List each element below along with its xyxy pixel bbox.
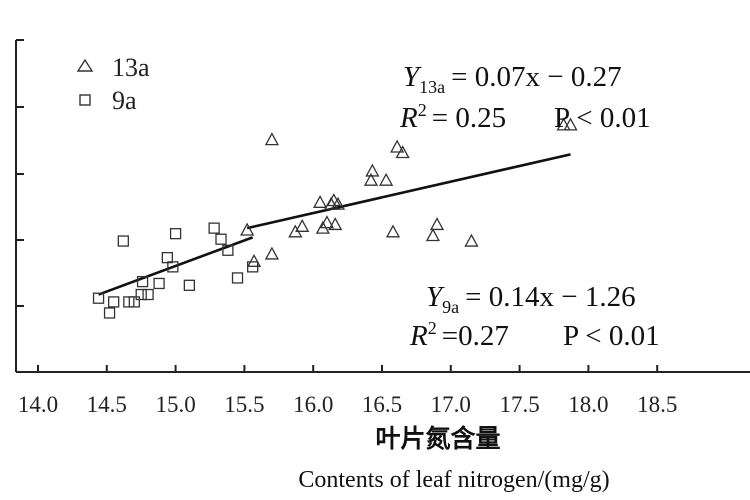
point-13a-triangle	[429, 217, 445, 231]
legend-label-13a: 13a	[112, 53, 150, 82]
point-9a-square	[222, 244, 234, 256]
point-13a-triangle	[556, 117, 571, 131]
x-tick-label: 18.5	[637, 392, 677, 417]
x-axis-label-chinese: 叶片氮含量	[375, 424, 500, 453]
point-13a-triangle	[563, 117, 578, 131]
point-9a-square	[208, 222, 220, 234]
point-9a-square	[136, 275, 149, 288]
x-tick-label: 14.0	[18, 392, 58, 417]
point-13a-triangle	[395, 145, 410, 159]
fit-line-13a	[246, 153, 571, 230]
fit-line-9a	[98, 236, 254, 296]
point-13a-triangle	[425, 228, 441, 242]
point-13a-triangle	[379, 172, 394, 186]
x-ticks: 14.0 14.5 15.0 15.5 16.0 16.5 17.0 17.5 18.0 18.5	[18, 365, 677, 417]
x-tick-label: 18.0	[568, 392, 608, 417]
x-tick-label: 14.5	[87, 392, 127, 417]
point-13a-triangle	[365, 163, 380, 177]
fit-lines	[98, 153, 571, 296]
x-axis-label-english: Contents of leaf nitrogen/(mg/g)	[298, 467, 609, 493]
x-tick-label: 17.0	[431, 392, 471, 417]
point-13a-triangle	[295, 218, 310, 232]
x-tick-label: 16.5	[362, 392, 402, 417]
point-9a-square	[117, 235, 129, 247]
equation-9a-r2: R2 =0.27	[409, 318, 509, 352]
point-13a-triangle	[319, 215, 335, 229]
point-9a-square	[92, 292, 105, 304]
equation-13a: Y13a = 0.07x − 0.27 R2 = 0.25 P < 0.01	[399, 61, 651, 134]
point-13a-triangle	[264, 132, 280, 146]
legend-triangle-marker	[76, 58, 94, 72]
point-9a-square	[161, 251, 173, 264]
data-points	[92, 117, 578, 319]
point-13a-triangle	[390, 139, 405, 153]
point-9a-square	[247, 261, 259, 273]
point-9a-square	[231, 272, 244, 284]
point-9a-square	[108, 296, 120, 308]
legend-label-9a: 9a	[112, 86, 137, 115]
equation-13a-p: P < 0.01	[554, 102, 651, 134]
point-9a-square	[183, 279, 196, 291]
legend: 13a 9a	[76, 53, 150, 115]
equation-13a-r2: R2 = 0.25	[399, 100, 506, 134]
point-9a-square	[142, 288, 154, 301]
point-13a-triangle	[328, 217, 343, 231]
point-13a-triangle	[385, 224, 401, 238]
point-13a-triangle	[464, 233, 479, 247]
point-9a-square	[128, 296, 140, 308]
point-13a-triangle	[264, 246, 280, 260]
y-ticks	[16, 39, 24, 373]
point-9a-square	[153, 277, 165, 290]
point-9a-square	[103, 307, 116, 319]
point-13a-triangle	[363, 172, 379, 186]
equation-9a: Y9a = 0.14x − 1.26 R2 =0.27 P < 0.01	[409, 281, 660, 352]
x-tick-label: 16.0	[293, 392, 333, 417]
point-9a-square	[215, 233, 227, 245]
equation-9a-p: P < 0.01	[563, 320, 660, 352]
x-tick-label: 15.0	[155, 392, 195, 417]
equation-9a-formula: Y9a = 0.14x − 1.26	[426, 281, 636, 317]
point-9a-square	[167, 261, 179, 273]
x-tick-label: 17.5	[499, 392, 539, 417]
point-9a-square	[169, 228, 182, 240]
point-9a-square	[135, 288, 147, 301]
point-13a-triangle	[312, 194, 328, 208]
point-13a-triangle	[240, 222, 255, 236]
point-13a-triangle	[330, 196, 346, 210]
point-13a-triangle	[246, 253, 262, 267]
legend-square-marker	[79, 94, 91, 106]
equation-13a-formula: Y13a = 0.07x − 0.27	[403, 61, 622, 97]
x-tick-label: 15.5	[224, 392, 264, 417]
